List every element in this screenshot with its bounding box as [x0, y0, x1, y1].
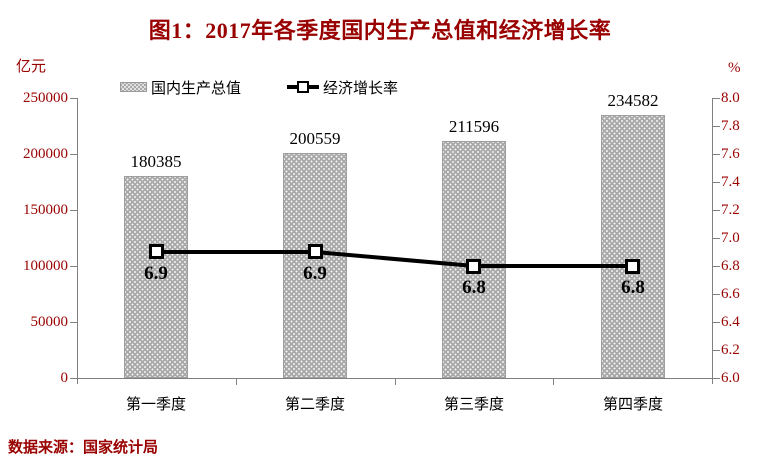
- source-note: 数据来源：国家统计局: [8, 440, 159, 456]
- y-axis-tick-right: [713, 210, 720, 211]
- y-axis-tick-left: [70, 322, 77, 323]
- y-axis-tick-label-left: 0: [60, 370, 69, 386]
- y-axis-tick-label-left: 250000: [23, 90, 68, 106]
- growth-line-legend-swatch: [287, 79, 320, 95]
- y-axis-tick-left: [70, 266, 77, 267]
- y-axis-tick-right: [713, 266, 720, 267]
- growth-line: [156, 250, 633, 268]
- y-axis-tick-label-left: 100000: [23, 258, 68, 274]
- y-axis-tick-label-left: 200000: [23, 146, 68, 162]
- x-axis-category-label: 第一季度: [125, 397, 186, 413]
- y-axis-tick-right: [713, 238, 720, 239]
- y-axis-tick-right: [713, 294, 720, 295]
- legend-square-marker-glyph: [297, 81, 310, 93]
- y-axis-tick-label-right: 7.6: [721, 146, 740, 162]
- y-axis-tick-right: [713, 350, 720, 351]
- y-axis-tick-right: [713, 378, 720, 379]
- y-axis-right: [712, 98, 713, 384]
- y-axis-tick-right: [713, 154, 720, 155]
- y-axis-tick-label-right: 6.0: [721, 370, 740, 386]
- x-axis-tick: [395, 378, 396, 385]
- gdp-value-label: 211596: [448, 117, 500, 136]
- y-axis-tick-right: [713, 126, 720, 127]
- y-axis-tick-left: [70, 154, 77, 155]
- growth-value-label: 6.9: [144, 263, 168, 284]
- gdp-bar-legend-swatch: [120, 82, 147, 92]
- y-axis-tick-left: [70, 378, 77, 379]
- y-axis-tick-label-right: 6.8: [721, 258, 740, 274]
- y-axis-tick-label-left: 150000: [23, 202, 68, 218]
- y-axis-tick-right: [713, 182, 720, 183]
- x-axis-tick: [236, 378, 237, 385]
- left-axis-unit-label: 亿元: [16, 59, 47, 75]
- y-axis-tick-label-right: 6.4: [721, 314, 740, 330]
- y-axis-tick-label-right: 7.2: [721, 202, 740, 218]
- y-axis-tick-left: [70, 98, 77, 99]
- growth-marker: [466, 259, 481, 274]
- y-axis-tick-label-right: 7.4: [721, 174, 740, 190]
- growth-marker: [308, 244, 323, 259]
- legend-label-growth: 经济增长率: [323, 80, 399, 97]
- x-axis-category-label: 第三季度: [443, 397, 504, 413]
- chart-title: 图1：2017年各季度国内生产总值和经济增长率: [148, 18, 612, 43]
- growth-value-label: 6.9: [303, 263, 327, 284]
- y-axis-tick-label-right: 6.2: [721, 342, 740, 358]
- y-axis-tick-label-right: 7.0: [721, 230, 740, 246]
- gdp-bar: [601, 115, 665, 378]
- legend-label-gdp: 国内生产总值: [151, 80, 242, 97]
- x-axis-category-label: 第四季度: [602, 397, 663, 413]
- x-axis-category-label: 第二季度: [284, 397, 345, 413]
- x-axis-tick: [553, 378, 554, 385]
- y-axis-tick-label-right: 6.6: [721, 286, 740, 302]
- gdp-bar: [124, 176, 188, 378]
- right-axis-unit-label: %: [728, 60, 741, 76]
- y-axis-left: [77, 98, 78, 384]
- growth-marker: [625, 259, 640, 274]
- growth-value-label: 6.8: [462, 277, 486, 298]
- y-axis-tick-left: [70, 210, 77, 211]
- gdp-value-label: 200559: [289, 129, 341, 148]
- y-axis-tick-right: [713, 322, 720, 323]
- gdp-value-label: 180385: [130, 152, 182, 171]
- growth-marker: [149, 244, 164, 259]
- gdp-value-label: 234582: [607, 91, 659, 110]
- y-axis-tick-right: [713, 98, 720, 99]
- y-axis-tick-label-right: 8.0: [721, 90, 740, 106]
- y-axis-tick-label-left: 50000: [30, 314, 69, 330]
- y-axis-tick-label-right: 7.8: [721, 118, 740, 134]
- legend: 国内生产总值 经济增长率: [120, 78, 399, 97]
- growth-value-label: 6.8: [621, 277, 645, 298]
